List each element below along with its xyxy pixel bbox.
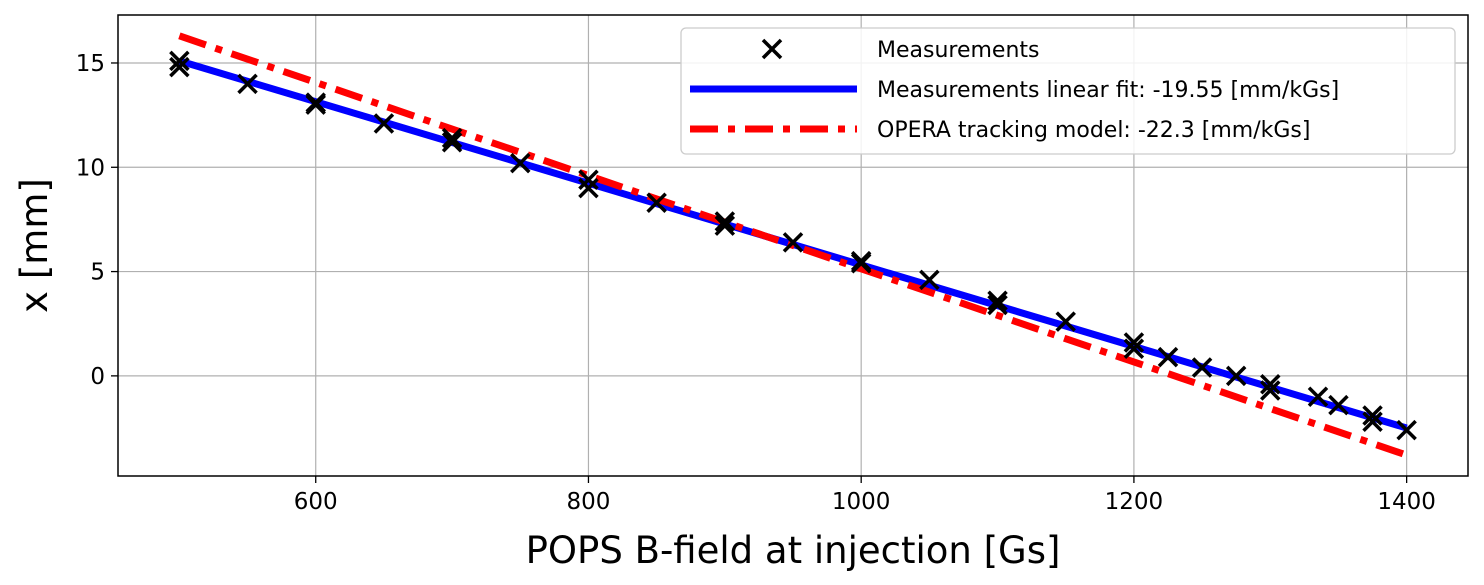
x-tick-label: 600 [294,489,338,515]
measurement-point [646,192,667,213]
plot-frame [117,14,1469,477]
measurement-point [987,294,1008,316]
measurement-point [1225,365,1247,387]
measurement-point [441,132,463,153]
measurement-point [1191,357,1213,378]
measurement-point [169,50,190,72]
measurement-point [1396,419,1417,441]
measurement-point [510,152,531,174]
x-tick-label: 1200 [1105,489,1164,515]
y-axis-label: x [mm] [13,178,56,313]
measurement-point [1157,346,1179,368]
legend-entry: Measurements [761,38,1040,63]
legend: Measurements Measurements linear fit: -19… [680,27,1456,155]
measurement-point [441,127,463,149]
measurement-point [1328,394,1349,416]
measurement-point [373,113,395,134]
measurement-point [1123,332,1145,353]
measurement-point [1260,373,1281,395]
legend-entry: OPERA tracking model: -22.3 [mm/kGs] [690,118,1310,143]
y-tick-label: 5 [90,260,105,286]
measurement-point [1362,411,1383,433]
measurement-point [1123,338,1145,359]
series-line-2 [178,32,1408,459]
measurement-point [237,73,258,95]
measurement-point [850,252,872,274]
legend-label: Measurements linear fit: -19.55 [mm/kGs] [877,78,1339,103]
legend-entry: Measurements linear fit: -19.55 [mm/kGs] [690,78,1339,103]
x-axis-label: POPS B-field at injection [Gs] [526,529,1061,572]
measurement-point [714,215,736,236]
y-tick-label: 0 [90,364,105,390]
measurement-markers [169,50,1417,441]
y-tick-label: 15 [76,51,105,77]
measurement-point [1055,311,1076,332]
measurement-point [578,177,599,199]
x-tick-label: 800 [567,489,611,515]
measurement-point [714,211,736,232]
legend-label: Measurements [877,38,1040,63]
legend-box [680,27,1456,155]
measurement-point [782,232,804,253]
measurement-point [1307,386,1329,407]
measurement-point [919,269,940,291]
measurement-point [305,94,326,115]
x-tick-label: 1000 [832,489,891,515]
measurement-point [1362,405,1383,426]
legend-label: OPERA tracking model: -22.3 [mm/kGs] [877,118,1310,143]
measurement-point [169,56,190,78]
legend-marker-icon [761,38,783,60]
y-tick-label: 10 [76,155,105,181]
measurement-point [578,169,599,191]
measurement-point [1260,380,1281,401]
x-tick-label: 1400 [1377,489,1436,515]
series-layer [169,32,1417,459]
measurement-point [987,290,1008,312]
axis-ticks: 600 800 1000 1200 1400 0 5 10 15 [76,51,1436,515]
